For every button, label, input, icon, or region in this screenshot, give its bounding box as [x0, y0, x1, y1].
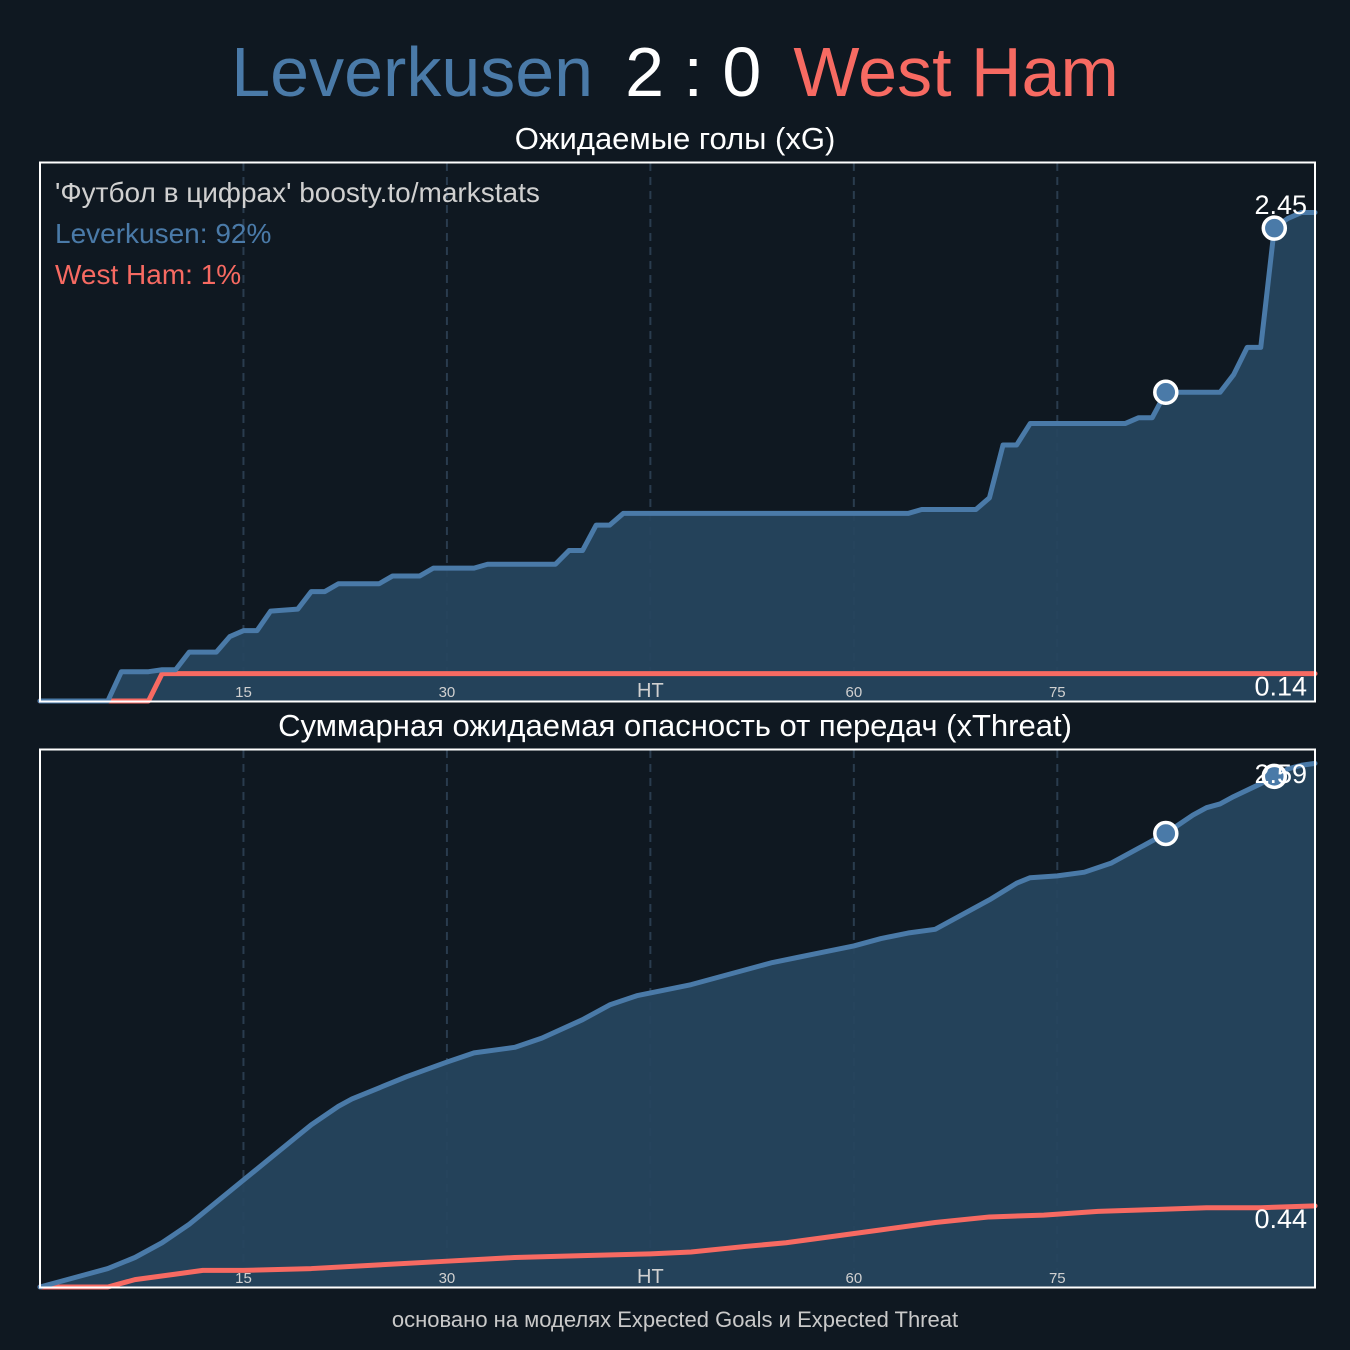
xthreat-home-area [40, 763, 1315, 1287]
xthreat-home-final-label: 2.59 [1254, 759, 1307, 789]
match-header: Leverkusen 2 : 0 West Ham [0, 22, 1350, 122]
xg-home-final-label: 2.45 [1254, 190, 1307, 220]
home-team-name: Leverkusen [231, 33, 594, 111]
xthreat-tick-label: 60 [845, 1270, 862, 1287]
home-win-probability: Leverkusen: 92% [55, 218, 272, 249]
xthreat-home-goal-marker [1153, 820, 1179, 847]
footer-note: основано на моделях Expected Goals и Exp… [391, 1307, 959, 1332]
match-score: 2 : 0 [625, 33, 762, 111]
xg-chart: 15 30 HT 60 75 2.45 0.14 [37, 161, 1318, 704]
away-team-name: West Ham [793, 33, 1119, 111]
xg-home-goal-marker [1153, 379, 1179, 406]
away-win-probability: West Ham: 1% [55, 259, 242, 290]
xthreat-tick-label: 30 [439, 1270, 456, 1287]
xg-tick-label: HT [637, 680, 664, 702]
xg-tick-label: 30 [439, 684, 456, 701]
xthreat-tick-label: 15 [235, 1270, 252, 1287]
xg-tick-label: 15 [235, 684, 252, 701]
xthreat-frame [39, 748, 1316, 1289]
xg-frame [39, 161, 1316, 703]
xthreat-home-line [37, 760, 1318, 1290]
xg-tick-label: 60 [845, 684, 862, 701]
xthreat-chart-title: Суммарная ожидаемая опасность от передач… [278, 708, 1072, 743]
xg-home-goal-marker [1261, 215, 1288, 241]
xthreat-tick-label: 75 [1049, 1270, 1066, 1287]
xthreat-home-goal-marker [1261, 763, 1288, 790]
xthreat-tick-label: HT [637, 1266, 664, 1288]
xthreat-chart: 15 30 HT 60 75 2.59 0.44 [37, 748, 1318, 1290]
xthreat-away-final-label: 0.44 [1254, 1204, 1307, 1234]
xg-overlay: 'Футбол в цифрах' boosty.to/markstats Le… [55, 172, 540, 295]
xg-home-line [37, 210, 1318, 704]
xg-tick-label: 75 [1049, 684, 1066, 701]
xthreat-away-line [37, 1203, 1318, 1290]
xg-away-final-label: 0.14 [1254, 672, 1307, 702]
credit-text: 'Футбол в цифрах' boosty.to/markstats [55, 177, 540, 208]
xg-chart-title: Ожидаемые голы (xG) [514, 121, 836, 156]
xg-home-area [40, 212, 1315, 701]
